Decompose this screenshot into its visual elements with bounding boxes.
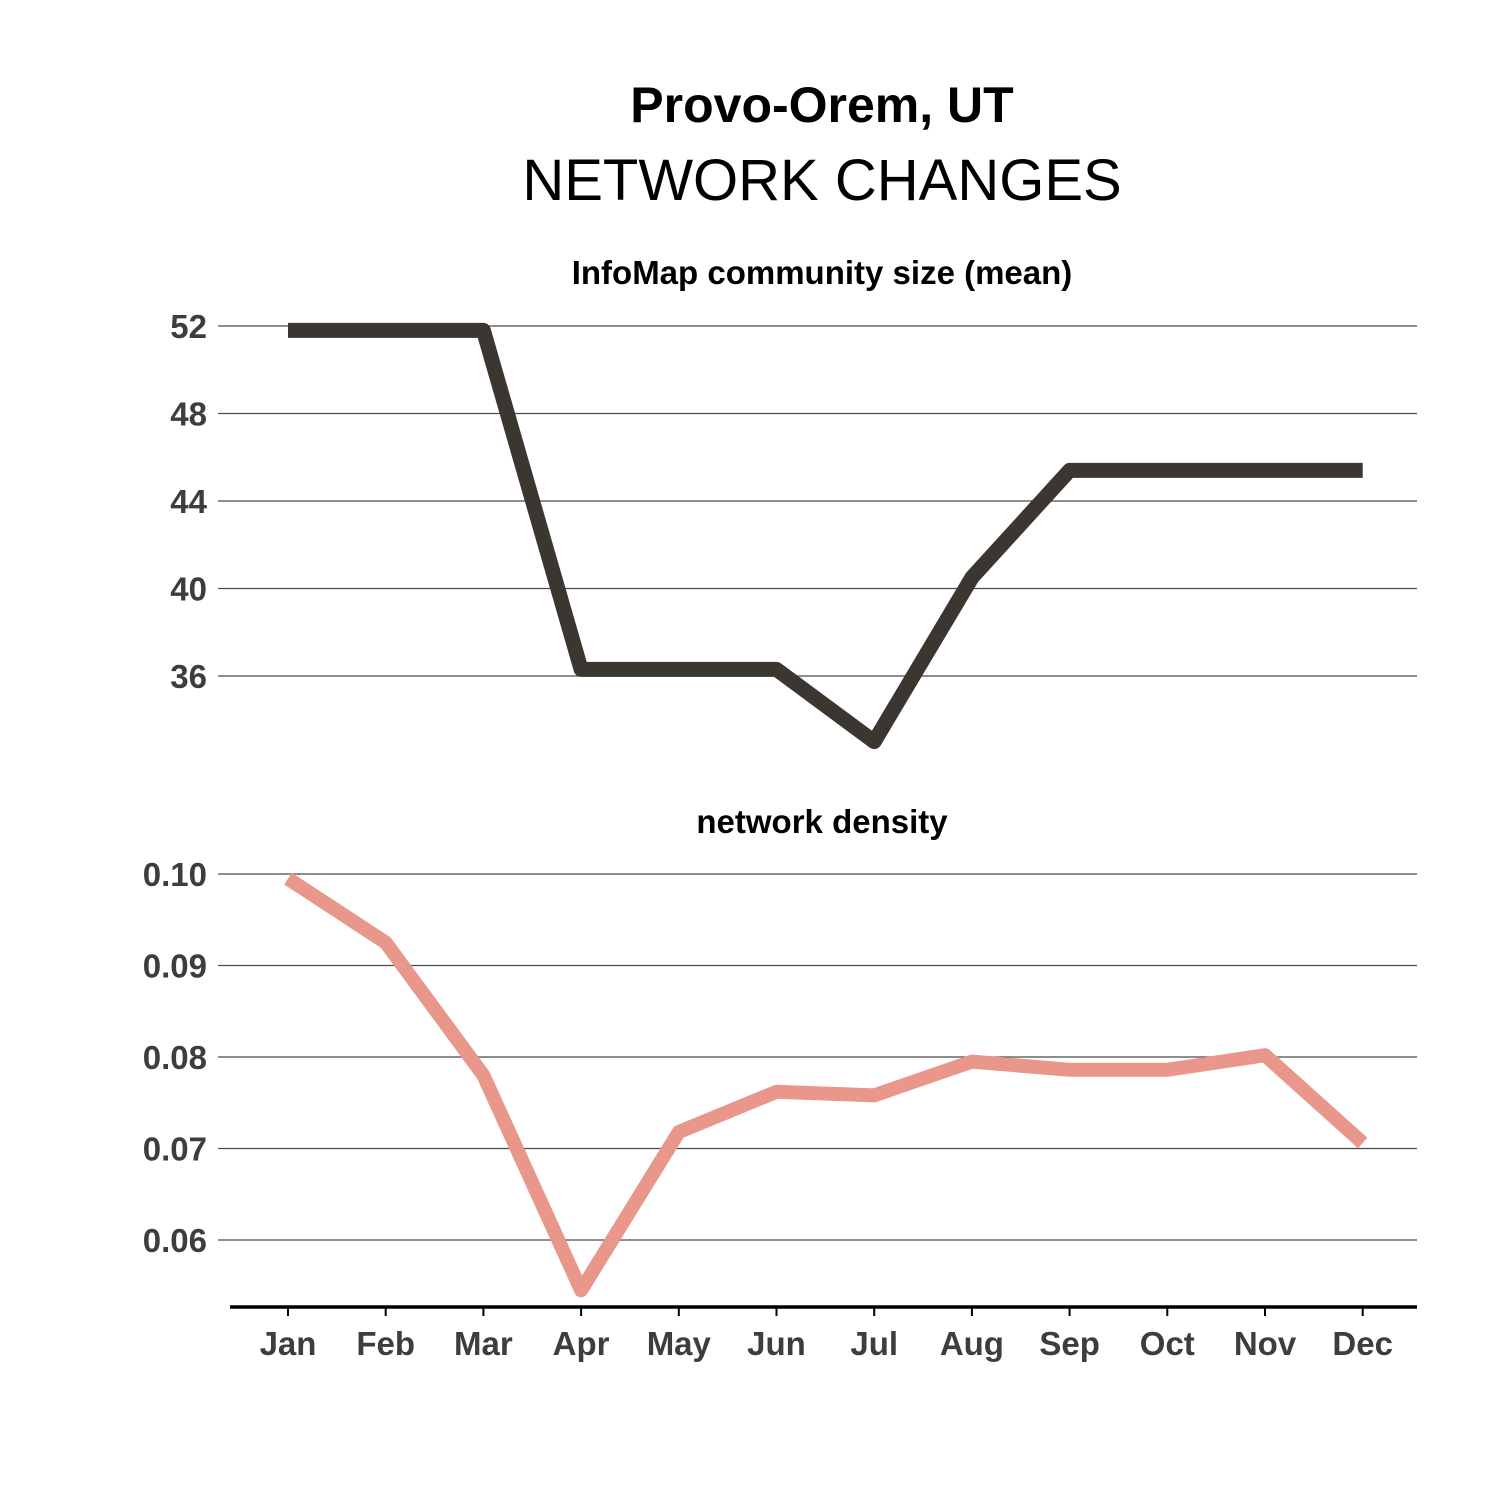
chart-title: Provo-Orem, UT [630,77,1013,133]
x-tick-label: Apr [553,1325,610,1362]
y-tick-label: 0.08 [143,1039,207,1076]
community-size-series-line [288,322,1363,750]
x-tick-label: Oct [1140,1325,1195,1362]
y-tick-label: 0.07 [143,1131,207,1168]
x-tick-label: Sep [1039,1325,1100,1362]
x-tick-label: Jul [850,1325,898,1362]
panel-title-community-size: InfoMap community size (mean) [572,254,1073,291]
y-tick-label: 0.10 [143,856,207,893]
network-density-series-line [284,872,1368,1298]
community-size-panel: 36 40 44 48 52 [170,308,1417,750]
y-tick-label: 36 [170,658,207,695]
panel-title-network-density: network density [696,803,948,840]
x-tick-label: Jun [747,1325,806,1362]
network-density-panel: 0.06 0.07 0.08 0.09 0.10 [143,856,1417,1298]
y-tick-label: 0.09 [143,948,207,985]
y-tick-label: 40 [170,571,207,608]
y-tick-label: 52 [170,308,207,345]
x-tick-label: Jan [260,1325,317,1362]
y-tick-label: 44 [170,483,207,520]
x-tick-label: Nov [1234,1325,1297,1362]
x-axis: Jan Feb Mar Apr May Jun Jul Aug Sep Oct Nov Dec [230,1305,1417,1362]
x-tick-label: Dec [1332,1325,1393,1362]
y-tick-label: 0.06 [143,1222,207,1259]
x-tick-label: Aug [940,1325,1004,1362]
x-tick-label: Mar [454,1325,513,1362]
y-tick-label: 48 [170,396,207,433]
x-tick-label: Feb [356,1325,415,1362]
chart-subtitle: NETWORK CHANGES [522,148,1121,213]
x-tick-label: May [647,1325,712,1362]
